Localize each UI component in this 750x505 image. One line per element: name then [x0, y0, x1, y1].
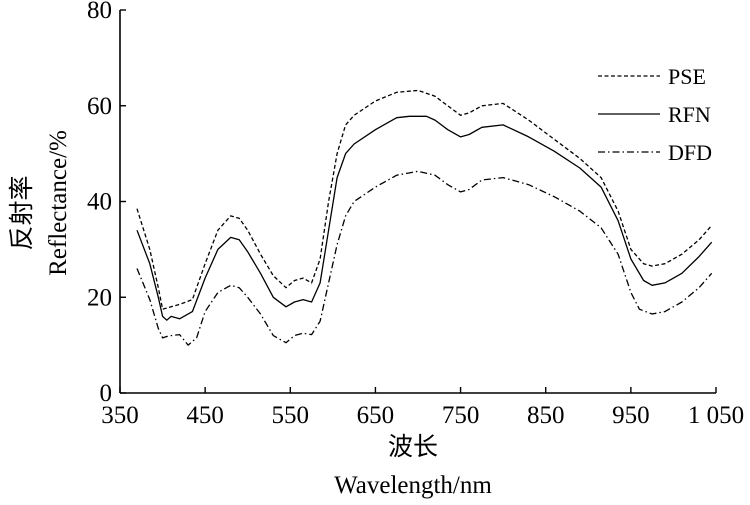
x-axis-label: Wavelength/nm [334, 472, 492, 499]
legend-label-pse: PSE [668, 64, 706, 89]
x-tick-label: 650 [357, 402, 395, 429]
x-tick-label: 950 [612, 402, 650, 429]
y-tick-label: 80 [87, 0, 112, 24]
axis-labels: 波长 Wavelength/nm 反射率 Reflectance/% [8, 130, 492, 499]
series-line-pse [136, 89, 713, 310]
legend-label-dfd: DFD [668, 140, 712, 165]
x-tick-label: 550 [272, 402, 310, 429]
series-line-dfd [136, 170, 713, 346]
y-axis-label: Reflectance/% [45, 130, 72, 276]
x-tick-label: 1 050 [688, 402, 744, 429]
y-tick-label: 20 [87, 284, 112, 311]
x-tick-label: 850 [527, 402, 565, 429]
x-tick-label: 350 [101, 402, 139, 429]
y-tick-label: 0 [100, 380, 113, 407]
legend: PSE RFN DFD [598, 64, 712, 165]
axes: 0 20 40 60 80 350 450 550 650 750 850 950 1 050 [87, 0, 744, 429]
x-tick-label: 750 [442, 402, 480, 429]
y-axis-label-chinese: 反射率 [8, 175, 36, 250]
plot-area [136, 89, 713, 346]
x-tick-label: 450 [186, 402, 224, 429]
legend-label-rfn: RFN [668, 102, 711, 127]
series-line-rfn [136, 115, 713, 321]
y-tick-label: 60 [87, 93, 112, 120]
x-axis-label-chinese: 波长 [388, 433, 438, 461]
y-tick-label: 40 [87, 189, 112, 216]
